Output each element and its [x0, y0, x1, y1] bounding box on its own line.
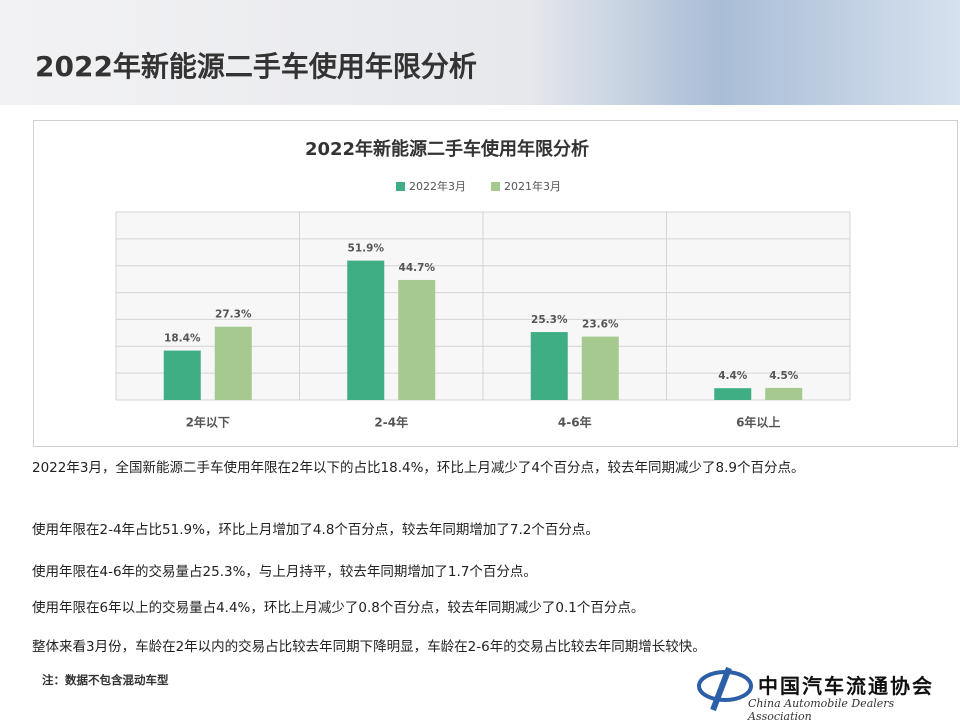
value-label: 27.3%	[215, 309, 252, 321]
legend-swatch	[491, 182, 500, 191]
legend-label: 2021年3月	[504, 179, 561, 193]
header-band	[0, 0, 960, 105]
bar	[765, 387, 803, 400]
bar	[163, 350, 201, 400]
bar	[714, 388, 752, 400]
logo-english: China Automobile Dealers Association	[748, 697, 895, 720]
paragraph: 使用年限在6年以上的交易量占4.4%，环比上月减少了0.8个百分点，较去年同期减…	[32, 600, 645, 616]
value-label: 44.7%	[399, 262, 436, 274]
paragraph: 整体来看3月份，车龄在2年以内的交易占比较去年同期下降明显，车龄在2-6年的交易…	[32, 639, 706, 655]
bar	[347, 260, 385, 400]
value-label: 51.9%	[348, 243, 385, 255]
value-label: 4.4%	[718, 370, 748, 382]
paragraph: 2022年3月，全国新能源二手车使用年限在2年以下的占比18.4%，环比上月减少…	[32, 460, 805, 476]
legend-swatch	[396, 182, 405, 191]
value-label: 23.6%	[582, 319, 619, 331]
value-label: 18.4%	[164, 333, 201, 345]
logo-icon	[697, 666, 753, 712]
x-tick-label: 4-6年	[558, 415, 592, 430]
chart-title: 2022年新能源二手车使用年限分析	[305, 138, 589, 160]
bar	[581, 336, 619, 400]
legend-label: 2022年3月	[409, 179, 466, 193]
x-tick-label: 2年以下	[186, 415, 230, 430]
slide-title: 2022年新能源二手车使用年限分析	[35, 50, 477, 83]
bar	[214, 326, 252, 400]
value-label: 25.3%	[531, 314, 568, 326]
value-label: 4.5%	[769, 370, 799, 382]
chart-frame	[33, 120, 958, 447]
paragraph: 使用年限在2-4年占比51.9%，环比上月增加了4.8个百分点，较去年同期增加了…	[32, 522, 599, 538]
bar	[398, 279, 436, 400]
x-tick-label: 2-4年	[374, 415, 408, 430]
logo-name: 中国汽车流通协会	[758, 674, 934, 698]
x-tick-label: 6年以上	[736, 415, 780, 430]
bar	[530, 332, 568, 400]
chart: 2022年新能源二手车使用年限分析 2022年3月 2021年3月 2年以下 18.4…	[115, 138, 851, 430]
paragraph: 使用年限在4-6年的交易量占25.3%，与上月持平，较去年同期增加了1.7个百分…	[32, 564, 537, 580]
note: 注：数据不包含混动车型	[42, 673, 169, 687]
